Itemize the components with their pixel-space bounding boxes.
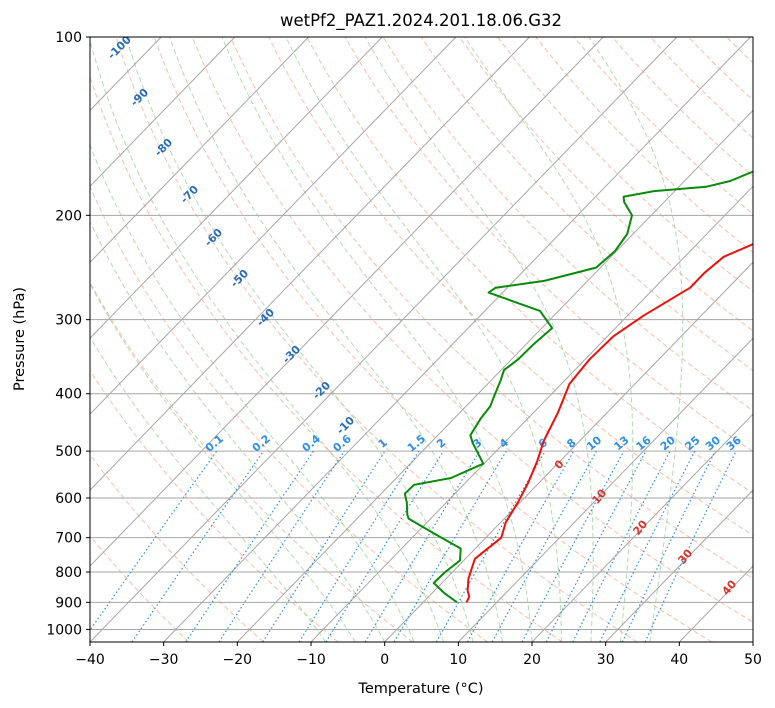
isotherm-line — [236, 109, 753, 642]
x-tick-label: −20 — [223, 652, 253, 668]
dry-adiabat-line — [90, 75, 563, 642]
dry-adiabat-line — [90, 535, 190, 642]
dry-adiabat-line — [153, 37, 712, 642]
isotherm-line — [310, 185, 753, 642]
dry-adiabat-line — [306, 37, 753, 494]
plot-frame — [89, 36, 754, 643]
mixing-ratio-line — [491, 450, 597, 642]
dry-adiabat-line — [420, 37, 753, 372]
dry-adiabat-line — [90, 281, 414, 642]
isotherm-line — [90, 37, 530, 491]
x-tick-label: −10 — [296, 652, 326, 668]
moist-adiabat-line — [364, 37, 594, 642]
mixing-ratio-line — [131, 450, 265, 642]
y-tick-label: 500 — [55, 444, 82, 460]
x-axis: −40 −30 −20 −10 0 10 20 30 40 50 — [75, 642, 762, 668]
moist-adiabat-line — [125, 37, 474, 642]
background-lines — [90, 37, 753, 642]
moist-adiabat-line — [169, 37, 503, 642]
isotherm-line — [384, 261, 753, 642]
isotherm-line — [163, 37, 751, 642]
isotherm-line — [90, 37, 383, 339]
isotherm-line — [90, 37, 604, 567]
mixing-ratio-line — [218, 450, 345, 642]
y-axis-title: Pressure (hPa) — [12, 287, 28, 391]
isotherm-line — [90, 37, 236, 188]
isotherm-line — [90, 37, 457, 415]
x-tick-label: 20 — [523, 652, 541, 668]
temperature-profile-line — [465, 243, 753, 603]
y-tick-label: 400 — [55, 387, 82, 403]
mixing-ratio-line — [185, 450, 314, 642]
y-axis: 100 200 300 400 500 600 700 800 900 1000 — [46, 30, 90, 638]
y-tick-label: 800 — [55, 565, 82, 581]
mixing-ratio-line — [466, 450, 575, 642]
dewpoint-profile-line — [403, 170, 753, 604]
isotherm-line — [457, 337, 753, 642]
mixing-ratio-line — [572, 450, 671, 642]
y-tick-label: 700 — [55, 531, 82, 547]
isotherm-line — [90, 37, 309, 263]
mixing-ratio-line — [599, 450, 696, 642]
mixing-ratio-line — [90, 450, 218, 632]
moist-adiabat-line — [90, 282, 356, 642]
x-tick-label: 0 — [380, 652, 389, 668]
dry-adiabat-line — [90, 369, 339, 642]
dry-adiabat-line — [115, 37, 638, 642]
moist-adiabat-line — [588, 37, 684, 642]
moist-adiabat-line — [90, 38, 445, 642]
moist-adiabat-line — [285, 37, 562, 642]
y-tick-label: 1000 — [46, 622, 82, 638]
isotherm-line — [605, 489, 753, 642]
dry-adiabat-line — [230, 37, 753, 579]
x-tick-label: −40 — [75, 652, 105, 668]
dry-adiabat-line — [191, 37, 753, 623]
x-axis-title: Temperature (°C) — [357, 681, 483, 697]
chart-title: wetPf2_PAZ1.2024.201.18.06.G32 — [280, 11, 562, 31]
y-tick-label: 200 — [55, 208, 82, 224]
y-tick-label: 100 — [55, 30, 82, 46]
x-tick-label: 10 — [449, 652, 467, 668]
y-tick-label: 300 — [55, 313, 82, 329]
mixing-ratio-line — [262, 450, 386, 642]
dry-adiabat-line — [497, 37, 753, 293]
x-tick-label: 40 — [670, 652, 688, 668]
y-tick-label: 600 — [55, 491, 82, 507]
mixing-ratio-line — [325, 450, 445, 642]
moist-adiabat-line — [90, 336, 327, 642]
mixing-ratio-line — [521, 450, 625, 642]
profiles — [403, 170, 753, 604]
moist-adiabat-line — [464, 37, 634, 642]
y-tick-label: 900 — [55, 595, 82, 611]
isotherm-line — [531, 413, 753, 642]
x-tick-label: −30 — [149, 652, 179, 668]
dry-adiabat-line — [90, 185, 488, 642]
x-tick-label: 50 — [744, 652, 762, 668]
x-tick-label: 30 — [597, 652, 615, 668]
moist-adiabat-line — [90, 220, 386, 642]
isotherm-line — [90, 37, 678, 642]
moist-adiabat-line — [221, 37, 533, 642]
